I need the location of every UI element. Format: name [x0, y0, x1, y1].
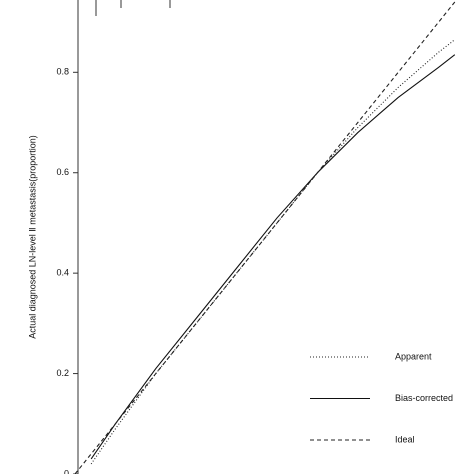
legend-label: Ideal	[395, 434, 415, 444]
legend-label: Apparent	[395, 351, 432, 361]
legend-label: Bias-corrected	[395, 393, 453, 403]
y-tick-label: 0.4	[56, 268, 69, 278]
y-axis-label: Actual diagnosed LN-level Ⅱ metastasis(p…	[27, 135, 37, 339]
series-line	[90, 39, 456, 465]
y-tick-label: 0.8	[56, 67, 69, 77]
y-tick-label: 0.2	[56, 368, 69, 378]
y-tick-label: 0.6	[56, 167, 69, 177]
series-line	[74, 1, 456, 474]
series-line	[90, 54, 456, 460]
y-tick-label: 0	[64, 468, 69, 474]
